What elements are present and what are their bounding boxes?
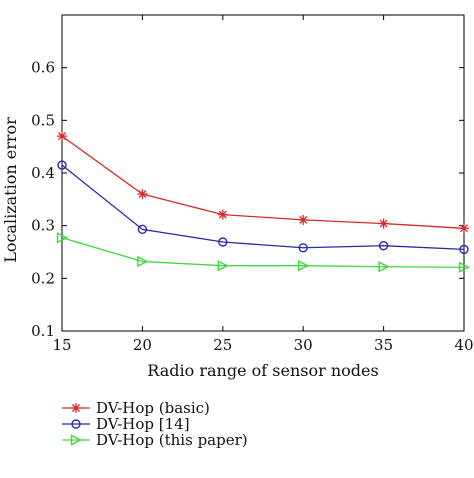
- data-point: [137, 189, 148, 200]
- legend-label: DV-Hop [14]: [96, 415, 190, 433]
- data-point: [217, 260, 229, 272]
- x-tick-label: 20: [133, 336, 152, 354]
- data-point: [57, 131, 67, 142]
- series-line: [61, 237, 465, 268]
- series-line: [61, 135, 465, 229]
- legend-item: DV-Hop (this paper): [62, 431, 248, 449]
- series-layer: [56, 131, 471, 273]
- y-tick-label: 0.1: [31, 322, 55, 340]
- data-point: [137, 255, 149, 268]
- x-tick-label: 30: [294, 336, 313, 354]
- data-point: [217, 209, 228, 220]
- data-point: [137, 224, 148, 235]
- y-tick-label: 0.2: [31, 269, 55, 287]
- data-point: [378, 261, 390, 273]
- y-tick-label: 0.4: [31, 164, 55, 182]
- y-tick-label: 0.5: [31, 111, 55, 129]
- data-point: [298, 243, 308, 253]
- data-point: [298, 260, 310, 272]
- x-axis: 15 20 25 30 35 40: [52, 15, 474, 354]
- data-point: [459, 244, 469, 255]
- legend-marker: [71, 419, 81, 429]
- data-point: [378, 218, 389, 229]
- data-point: [378, 240, 389, 251]
- series-line: [61, 164, 465, 251]
- series-2: [57, 160, 469, 255]
- x-tick-label: 15: [52, 336, 71, 354]
- legend-marker: [70, 434, 83, 446]
- data-point: [298, 214, 309, 225]
- data-point: [218, 237, 228, 247]
- legend-label: DV-Hop (this paper): [96, 431, 248, 449]
- legend-label: DV-Hop (basic): [96, 399, 210, 417]
- legend-marker: [71, 403, 81, 413]
- legend-item: DV-Hop (basic): [62, 399, 210, 417]
- series-3: [56, 232, 471, 273]
- y-axis-label: Localization error: [1, 117, 20, 263]
- data-point: [56, 232, 69, 244]
- x-tick-label: 25: [213, 336, 232, 354]
- y-tick-label: 0.3: [31, 217, 55, 235]
- x-tick-label: 35: [374, 336, 393, 354]
- x-axis-label: Radio range of sensor nodes: [147, 361, 378, 380]
- plot-area: [61, 14, 465, 332]
- series-1: [57, 131, 469, 234]
- data-point: [57, 160, 67, 170]
- data-point: [458, 261, 471, 273]
- legend-item: DV-Hop [14]: [62, 415, 190, 433]
- legend: DV-Hop (basic)DV-Hop [14]DV-Hop (this pa…: [62, 399, 248, 449]
- y-axis: 0.1 0.2 0.3 0.4 0.5 0.6: [31, 59, 464, 340]
- data-point: [459, 223, 469, 234]
- y-tick-label: 0.6: [31, 59, 55, 77]
- x-tick-label: 40: [454, 336, 473, 354]
